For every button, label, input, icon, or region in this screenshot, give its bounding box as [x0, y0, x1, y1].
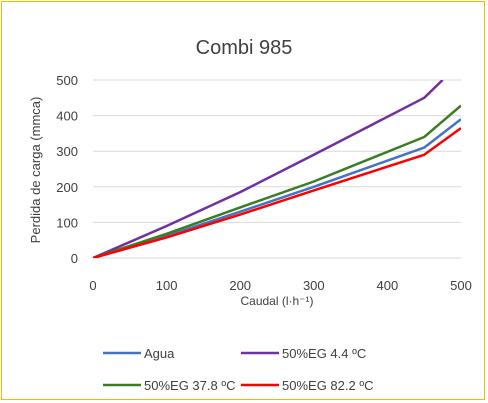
- y-tick-label: 100: [56, 215, 78, 230]
- x-tick-label: 300: [303, 278, 325, 293]
- x-tick-label: 500: [450, 278, 472, 293]
- series-line-2: [93, 80, 444, 258]
- x-tick-label: 0: [89, 278, 96, 293]
- legend-label-4: 50%EG 82.2 ºC: [282, 378, 373, 393]
- x-tick-label: 400: [377, 278, 399, 293]
- legend-label-2: 50%EG 4.4 ºC: [282, 346, 366, 361]
- x-tick-label: 200: [229, 278, 251, 293]
- series-line-4: [93, 127, 461, 258]
- series-line-3: [93, 104, 461, 258]
- y-axis-label: Perdida de carga (mmca): [28, 97, 43, 244]
- chart-title: Combi 985: [196, 37, 293, 59]
- x-tick-label: 100: [156, 278, 178, 293]
- grid-lines: [93, 79, 461, 259]
- legend-label-1: Agua: [144, 346, 175, 361]
- series-lines: [93, 80, 461, 258]
- y-tick-label: 200: [56, 180, 78, 195]
- x-axis-label: Caudal (l·h⁻¹): [240, 294, 313, 308]
- legend: Agua 50%EG 4.4 ºC 50%EG 37.8 ºC 50%EG 82.2 …: [103, 346, 373, 393]
- y-tick-label: 500: [56, 73, 78, 88]
- series-line-1: [93, 118, 461, 258]
- y-tick-labels: 0 100 200 300 400 500: [56, 73, 78, 266]
- legend-label-3: 50%EG 37.8 ºC: [144, 378, 235, 393]
- y-tick-label: 300: [56, 144, 78, 159]
- y-tick-label: 400: [56, 109, 78, 124]
- x-tick-labels: 0 100 200 300 400 500: [89, 278, 471, 293]
- y-tick-label: 0: [71, 251, 78, 266]
